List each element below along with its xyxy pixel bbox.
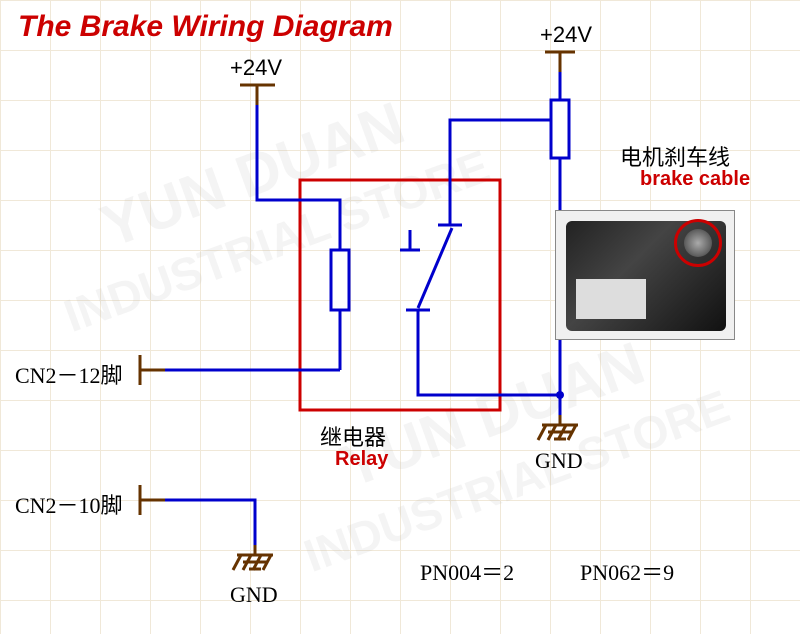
wire-switch-to-brake-top	[450, 100, 560, 200]
brake-resistor	[551, 100, 569, 210]
wire-cn2-10	[165, 500, 255, 545]
wire-brake-to-gnd-junction	[418, 340, 560, 395]
relay-switch	[400, 200, 462, 370]
gnd-bottom-symbol	[233, 545, 273, 570]
terminal-cn2-10	[140, 485, 165, 515]
terminal-cn2-12	[140, 355, 165, 385]
circuit-svg	[0, 0, 800, 634]
gnd-right-symbol	[538, 415, 578, 440]
terminal-24v-left	[240, 85, 275, 105]
relay-coil	[331, 250, 349, 370]
terminal-24v-right	[545, 52, 575, 72]
junction-dot	[556, 391, 564, 399]
